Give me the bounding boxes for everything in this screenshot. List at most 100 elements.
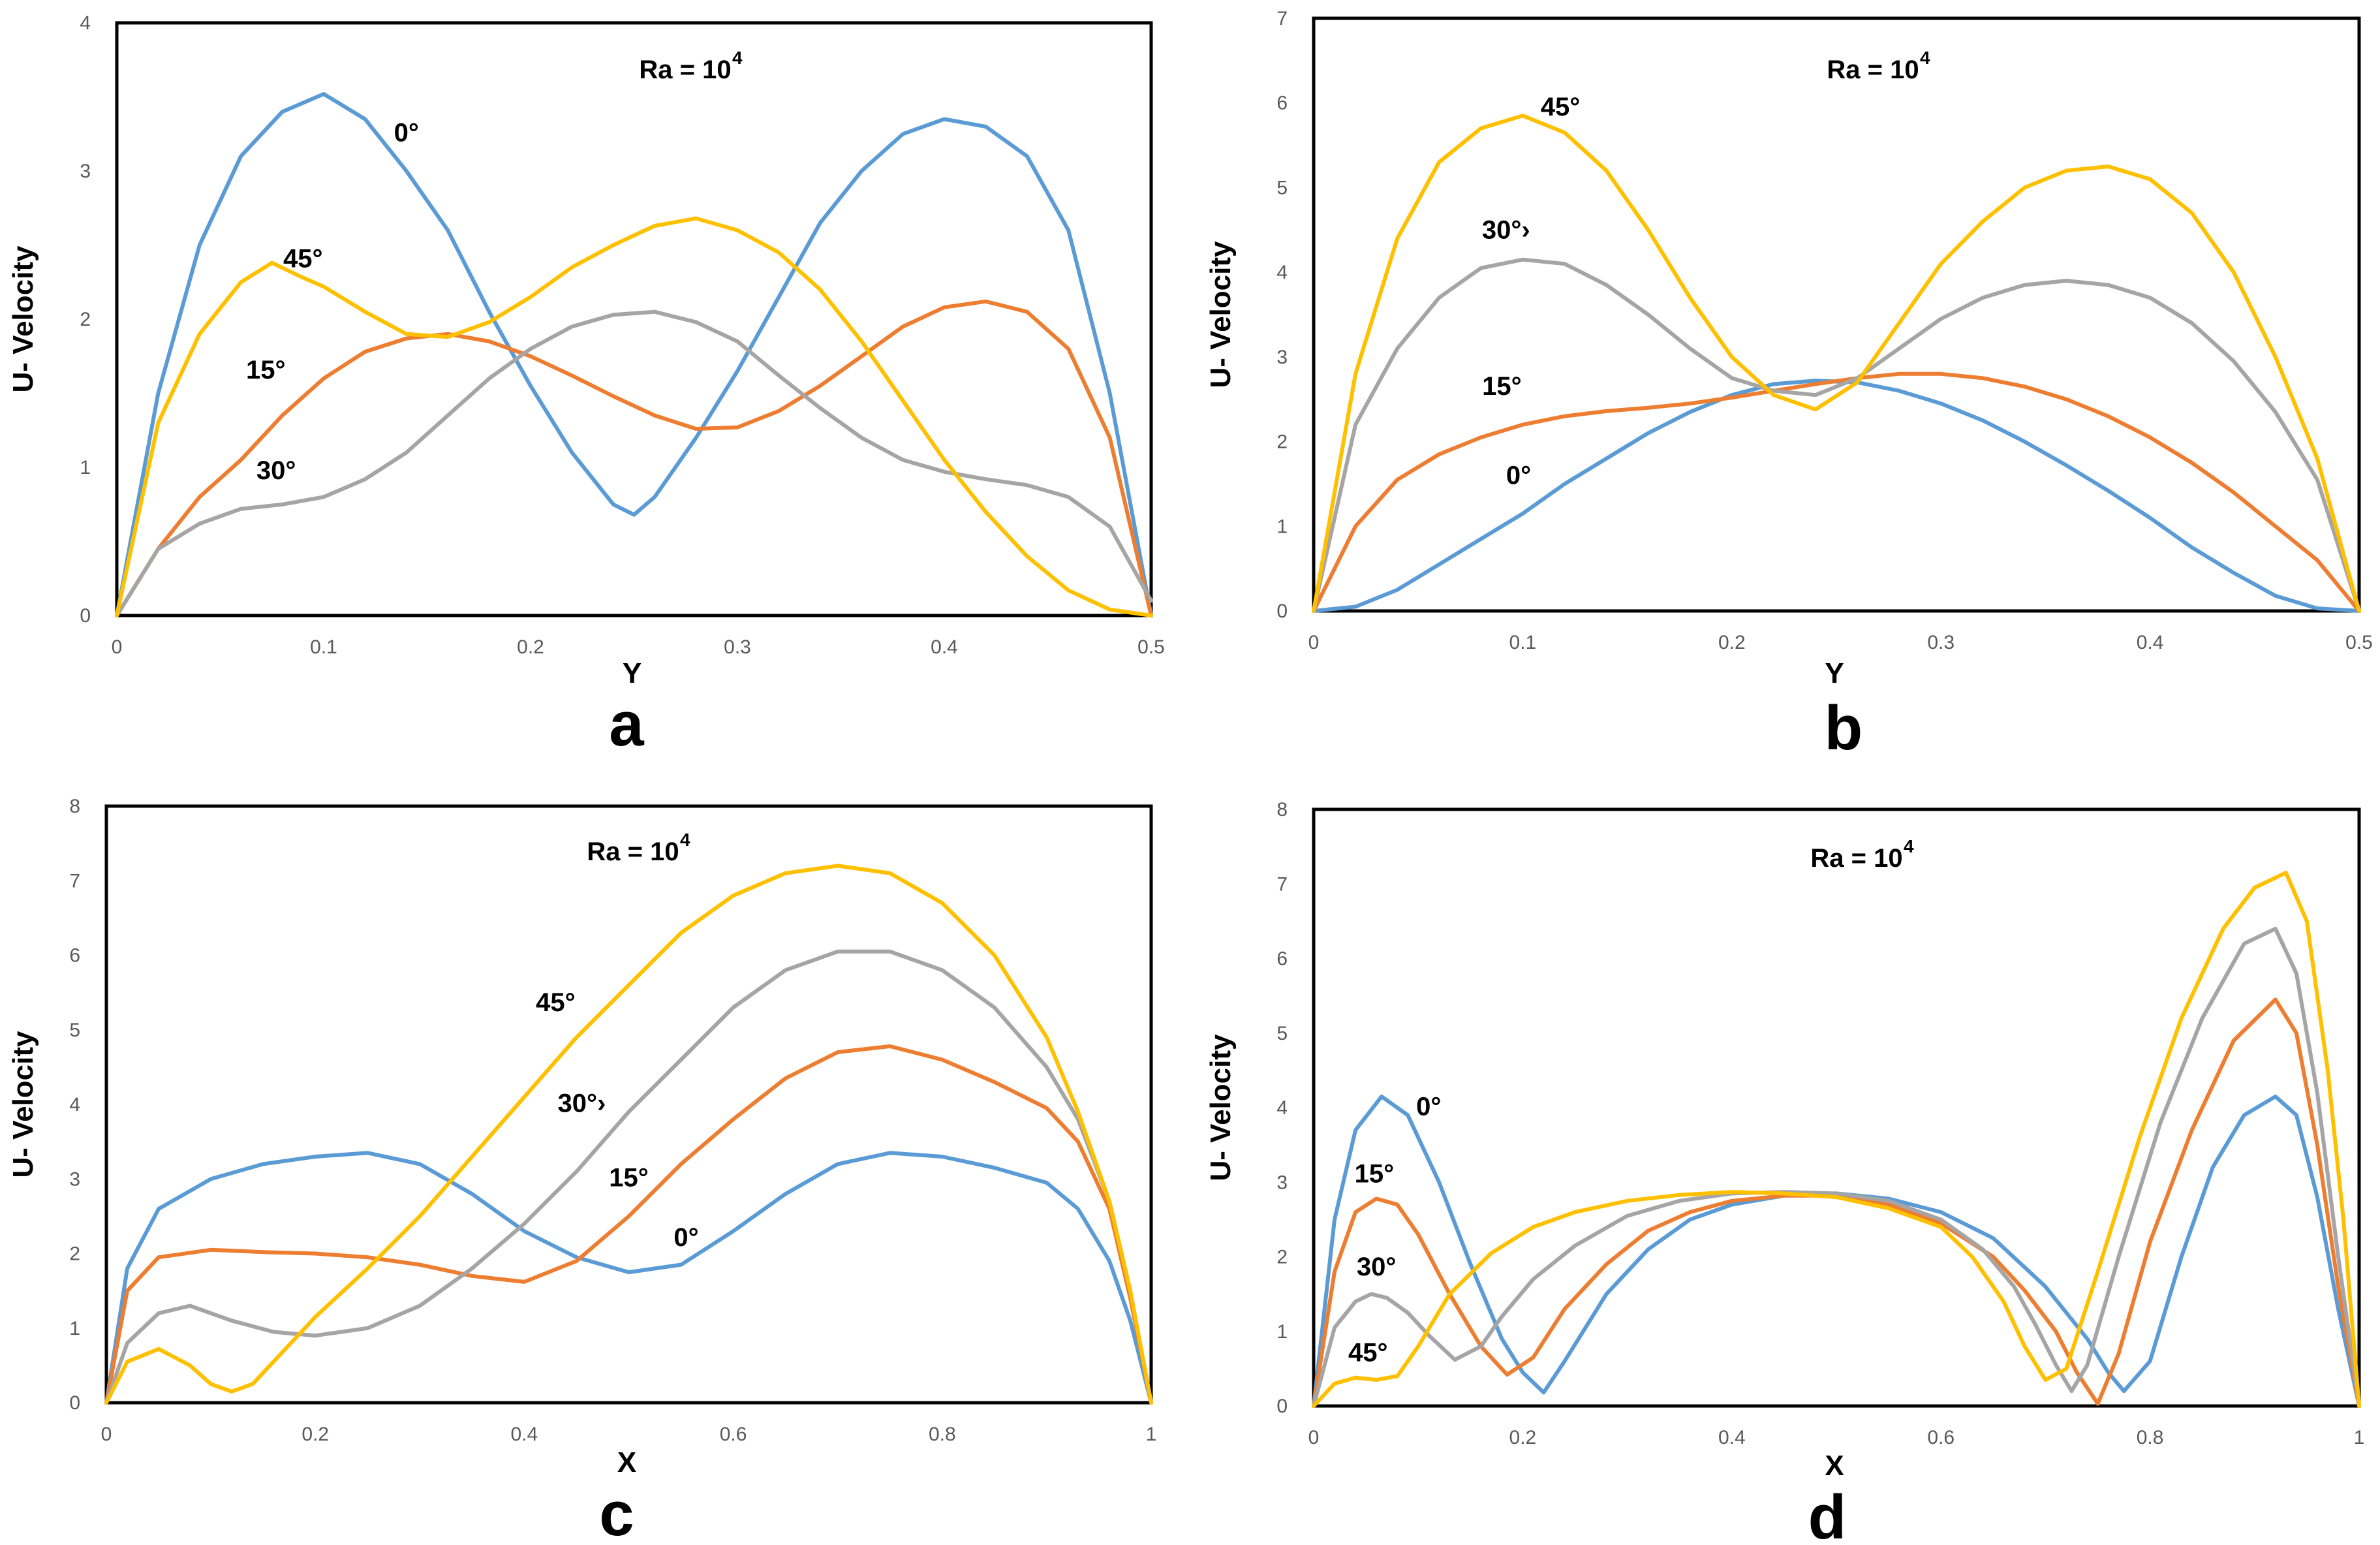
chart-panel-d: 0 1 2 3 4 5 6 7 8 0 0.2 0.4 0.6 0.8 1 0° 15° 30° 45° Ra = 1… [1205, 799, 2364, 1545]
curve-label: 45° [283, 245, 323, 273]
rayleigh-exponent: 4 [680, 830, 690, 850]
x-tick-label: 0.1 [1509, 632, 1537, 653]
panel-letter: d [1808, 1482, 1847, 1545]
x-tick-label: 0 [112, 636, 123, 658]
series-line-45deg [115, 216, 1153, 617]
y-tick-label: 0 [69, 1392, 80, 1414]
curve-label: 30°› [1482, 215, 1530, 244]
plot-area-frame [104, 804, 1153, 1405]
series-line-30deg [115, 309, 1153, 617]
x-axis-title: X [1825, 1450, 1844, 1482]
series-line-45deg [104, 864, 1153, 1405]
y-tick-label: 2 [1276, 431, 1288, 453]
y-tick-label: 3 [1276, 347, 1288, 368]
y-tick-label: 6 [1276, 93, 1288, 114]
y-tick-label: 5 [1276, 1023, 1288, 1044]
series-line-15deg [104, 1044, 1153, 1405]
y-axis-title: U- Velocity [7, 1031, 39, 1178]
series-line-0deg [104, 1151, 1153, 1405]
series-line-45deg [1312, 114, 2361, 613]
panel-letter: a [609, 689, 644, 759]
chart-panel-b: 0 1 2 3 4 5 6 7 0 0.1 0.2 0.3 0.4 0.5 45° 30°› 15° 0° Ra =… [1205, 8, 2373, 763]
y-tick-label: 8 [1276, 799, 1288, 820]
curve-label: 15° [1355, 1159, 1395, 1188]
curve-label: 45° [1348, 1338, 1388, 1367]
x-tick-label: 1 [1146, 1424, 1157, 1445]
x-tick-label: 0.2 [1509, 1427, 1537, 1448]
y-tick-label: 4 [80, 12, 91, 34]
x-tick-label: 0.4 [511, 1424, 538, 1445]
y-tick-label: 1 [80, 457, 91, 478]
y-tick-label: 2 [80, 309, 91, 330]
curve-label: 0° [1416, 1092, 1441, 1121]
x-tick-label: 0 [1308, 632, 1320, 653]
y-tick-label: 3 [1276, 1172, 1288, 1193]
y-tick-label: 5 [1276, 177, 1288, 198]
x-tick-label: 1 [2354, 1427, 2365, 1448]
x-tick-label: 0.8 [2137, 1427, 2164, 1448]
x-tick-label: 0.2 [301, 1424, 329, 1445]
series-line-30deg [1312, 926, 2361, 1408]
y-tick-label: 8 [69, 796, 80, 817]
y-tick-label: 5 [69, 1020, 80, 1041]
rayleigh-exponent: 4 [1904, 836, 1914, 856]
rayleigh-annotation: Ra = 10 [1827, 55, 1919, 84]
y-tick-label: 1 [69, 1318, 80, 1339]
x-axis-title: Y [623, 657, 641, 689]
x-tick-label: 0.5 [1137, 636, 1165, 658]
curve-label: 0° [673, 1223, 698, 1252]
y-tick-label: 6 [69, 945, 80, 967]
series-line-0deg [115, 92, 1153, 617]
rayleigh-exponent: 4 [732, 48, 743, 68]
x-tick-label: 0 [101, 1424, 112, 1445]
curve-label: 15° [246, 356, 286, 384]
x-tick-label: 0.4 [931, 636, 958, 658]
y-axis-title: U- Velocity [1205, 241, 1237, 388]
rayleigh-annotation: Ra = 10 [587, 837, 679, 866]
y-tick-label: 6 [1276, 948, 1288, 970]
plot-area-frame [115, 21, 1153, 617]
y-tick-label: 2 [69, 1243, 80, 1265]
y-axis-title: U- Velocity [1205, 1034, 1237, 1181]
x-tick-label: 0.4 [2137, 632, 2164, 653]
y-tick-label: 4 [1276, 1097, 1288, 1119]
y-tick-label: 0 [80, 605, 91, 627]
curve-label: 45° [536, 988, 576, 1017]
y-tick-label: 7 [1276, 8, 1288, 29]
series-line-30deg [104, 949, 1153, 1405]
curve-label: 15° [1482, 372, 1522, 401]
x-tick-label: 0.3 [1927, 632, 1955, 653]
x-axis-title: Y [1825, 657, 1844, 689]
curve-label: 15° [609, 1164, 649, 1193]
y-tick-label: 4 [1276, 262, 1288, 283]
y-tick-label: 0 [1276, 601, 1288, 622]
y-tick-label: 0 [1276, 1396, 1288, 1417]
curve-label: 30° [256, 456, 296, 485]
curve-label: 0° [394, 119, 419, 148]
x-tick-label: 0 [1308, 1427, 1320, 1448]
x-tick-label: 0.2 [517, 636, 544, 658]
rayleigh-exponent: 4 [1920, 48, 1930, 68]
plot-area-frame [1312, 16, 2361, 613]
y-tick-label: 1 [1276, 1321, 1288, 1343]
series-line-30deg [1312, 257, 2361, 613]
y-tick-label: 2 [1276, 1247, 1288, 1268]
y-axis-title: U- Velocity [7, 245, 39, 392]
rayleigh-annotation: Ra = 10 [1810, 844, 1902, 873]
curve-label: 0° [1506, 461, 1531, 490]
rayleigh-annotation: Ra = 10 [639, 55, 731, 84]
y-tick-label: 3 [69, 1168, 80, 1190]
series-line-15deg [115, 299, 1153, 617]
curve-label: 30°› [558, 1089, 606, 1117]
x-tick-label: 0.2 [1718, 632, 1746, 653]
y-tick-label: 1 [1276, 516, 1288, 537]
series-line-15deg [1312, 371, 2361, 613]
y-tick-label: 7 [69, 870, 80, 892]
chart-panel-c: 0 1 2 3 4 5 6 7 8 0 0.2 0.4 0.6 0.8 1 45° 30°› 15° 0° Ra = … [7, 796, 1156, 1545]
series-line-45deg [1312, 871, 2361, 1408]
y-tick-label: 4 [69, 1094, 80, 1116]
x-axis-title: X [617, 1446, 636, 1478]
panel-letter: c [599, 1479, 634, 1545]
